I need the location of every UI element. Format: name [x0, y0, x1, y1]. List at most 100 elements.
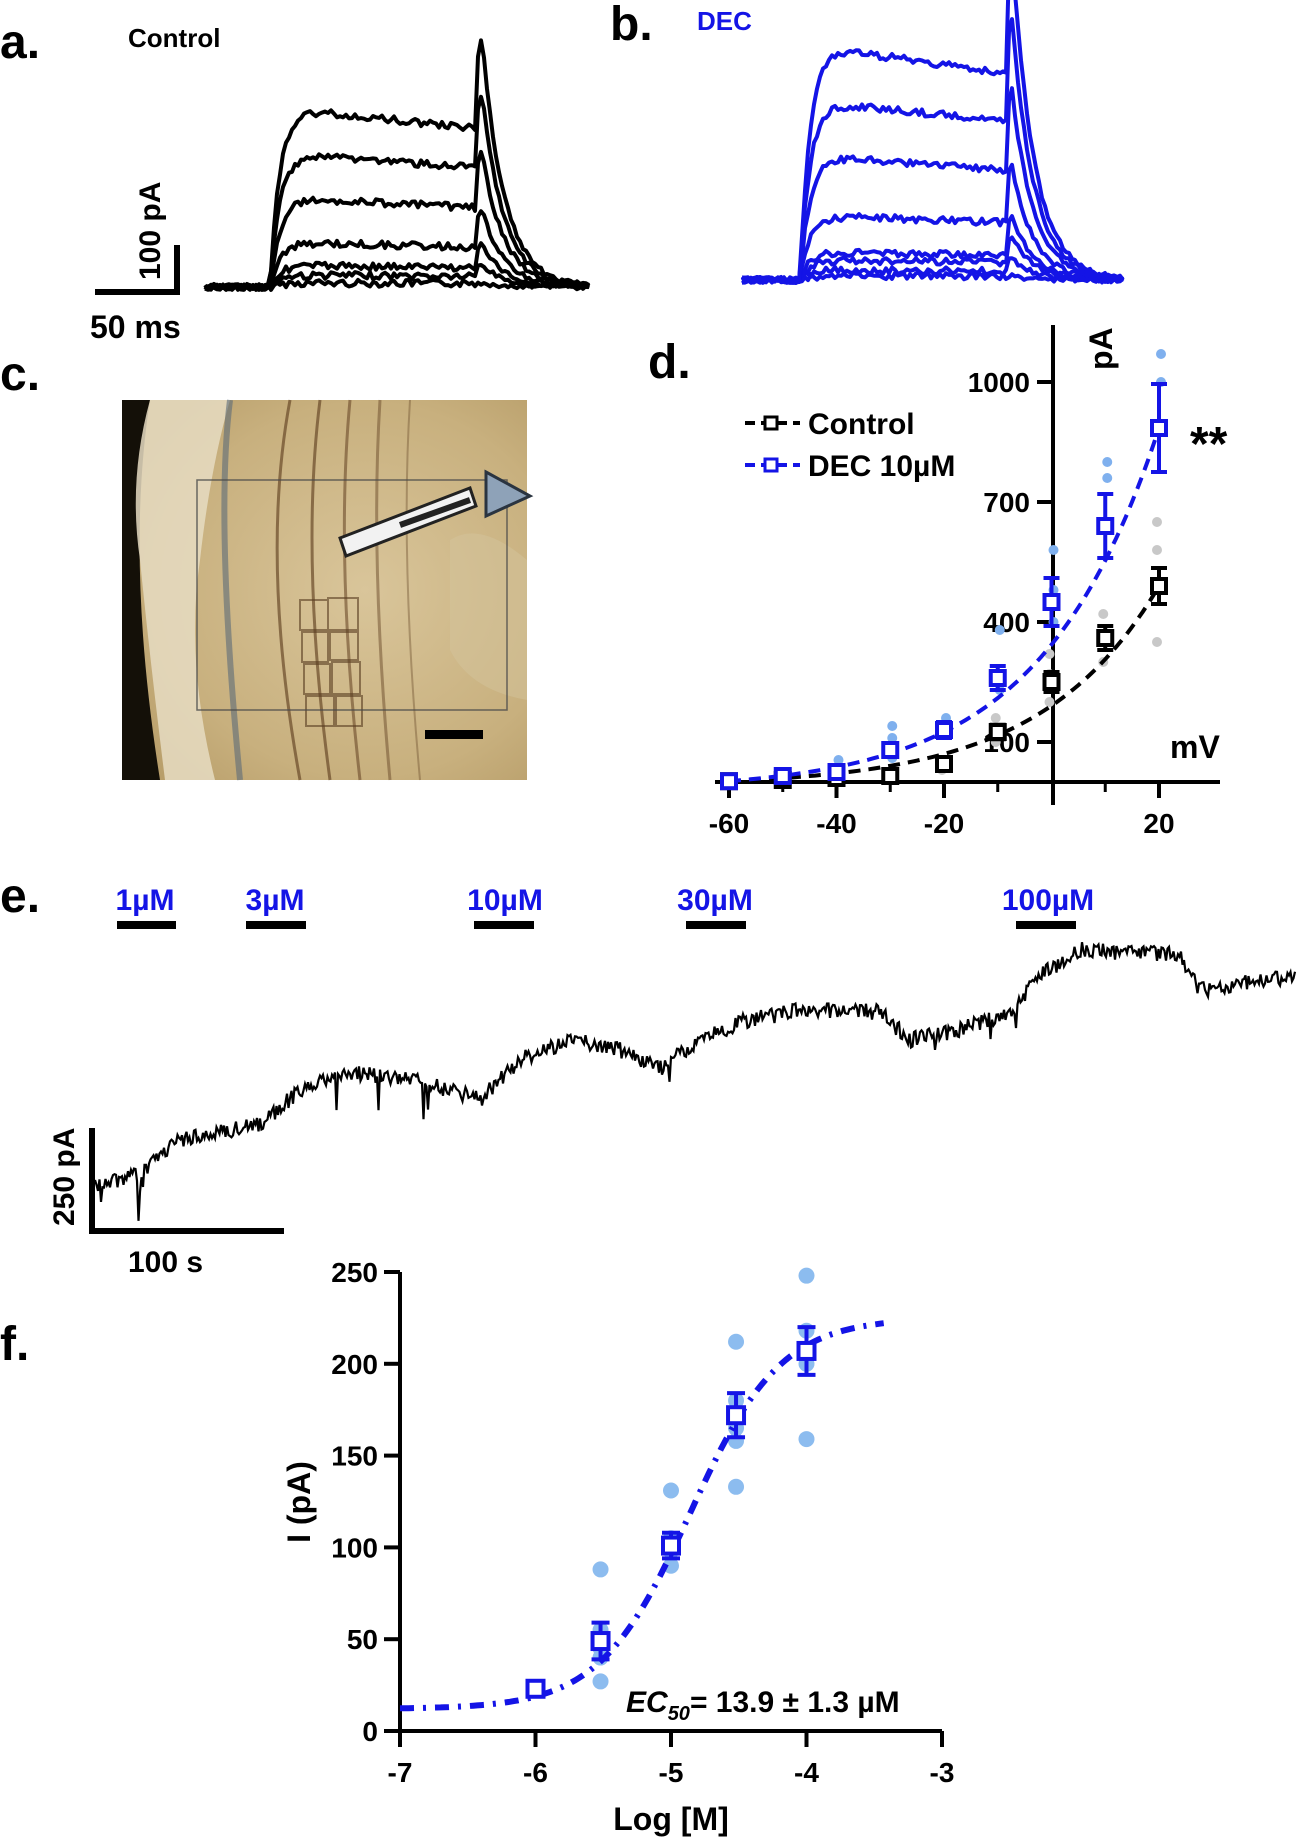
fit-line — [400, 1323, 884, 1708]
raw-point — [728, 1334, 744, 1350]
y-axis-label: pA — [1083, 327, 1119, 370]
current-trace — [742, 19, 1123, 283]
dose-label: 100µM — [1002, 884, 1094, 917]
mean-marker — [528, 1681, 544, 1697]
scalebar-x-label-a: 50 ms — [90, 309, 181, 345]
raw-point — [1045, 697, 1055, 707]
mean-marker — [883, 743, 897, 757]
micrograph — [122, 400, 530, 780]
mean-marker — [1152, 579, 1166, 593]
significance-annotation: ** — [1190, 418, 1228, 471]
panel-a-letter: a. — [0, 16, 40, 69]
scalebar-y-label-e: 250 pA — [48, 1128, 81, 1226]
x-axis-label: mV — [1170, 729, 1220, 765]
panel-f-letter: f. — [0, 1318, 29, 1371]
panel-c-letter: c. — [0, 348, 40, 401]
panel-f: f. -7 -6 -5 -4 -3 0 50 100 150 200 250 Log [M] I (pA… — [0, 1257, 954, 1837]
legend-label: DEC 10µM — [808, 450, 955, 483]
raw-point — [799, 1431, 815, 1447]
x-tick-label: -3 — [930, 1757, 955, 1788]
ec50-label: EC — [626, 1686, 669, 1719]
panel-e-letter: e. — [0, 870, 40, 923]
y-axis-label: I (pA) — [281, 1461, 317, 1543]
panel-b: b. DEC — [610, 0, 1123, 283]
y-tick-label: 1000 — [968, 367, 1030, 398]
panel-e: e. 1µM 3µM 10µM 30µM 100µM 250 pA 100 s — [0, 870, 1295, 1279]
mean-marker — [937, 757, 951, 771]
x-tick-label: 20 — [1143, 808, 1174, 839]
panel-a-title: Control — [128, 23, 220, 53]
panel-a: a. Control 100 pA 50 ms — [0, 16, 589, 345]
x-tick-label: -20 — [924, 808, 964, 839]
y-tick-label: 100 — [331, 1532, 378, 1563]
raw-point — [1098, 609, 1108, 619]
dose-response-chart: -7 -6 -5 -4 -3 0 50 100 150 200 250 Log [M] I (pA) — [281, 1257, 954, 1837]
x-tick-label: -40 — [816, 808, 856, 839]
y-tick-label: 50 — [347, 1624, 378, 1655]
raw-point — [593, 1561, 609, 1577]
raw-point — [1152, 545, 1162, 555]
x-tick-label: -4 — [794, 1757, 819, 1788]
panel-c: c. — [0, 348, 530, 780]
y-tick-label: 700 — [983, 487, 1030, 518]
y-tick-label: 200 — [331, 1349, 378, 1380]
scalebar-x-label-e: 100 s — [128, 1246, 203, 1279]
y-tick-label: 150 — [331, 1441, 378, 1472]
dose-label: 10µM — [467, 884, 543, 917]
mean-marker — [883, 769, 897, 783]
current-trace — [205, 40, 589, 289]
mean-marker — [593, 1633, 609, 1649]
ec50-subscript: 50 — [668, 1703, 690, 1725]
mean-marker — [1045, 675, 1059, 689]
legend-marker — [765, 417, 777, 429]
fit-line — [729, 586, 1159, 781]
mean-marker — [663, 1538, 679, 1554]
panel-d: d. -60 -40 -20 201004007001000pAmVControlDE… — [648, 325, 1228, 839]
x-tick-label: -6 — [523, 1757, 548, 1788]
mean-marker — [991, 725, 1005, 739]
raw-point — [1102, 457, 1112, 467]
dose-label: 30µM — [677, 884, 753, 917]
raw-point — [887, 721, 897, 731]
ec50-annotation: EC50= 13.9 ± 1.3 µM — [626, 1686, 900, 1725]
traces-dec — [742, 0, 1123, 283]
y-tick-label: 400 — [983, 607, 1030, 638]
y-tick-label: 0 — [362, 1716, 378, 1747]
current-trace — [742, 0, 1123, 283]
dose-label: 3µM — [246, 884, 305, 917]
dose-label: 1µM — [116, 884, 175, 917]
legend-label: Control — [808, 408, 915, 441]
raw-point — [1152, 517, 1162, 527]
raw-point — [728, 1479, 744, 1495]
raw-point — [991, 713, 1001, 723]
mean-marker — [830, 765, 844, 779]
mean-marker — [1098, 631, 1112, 645]
mean-marker — [1098, 519, 1112, 533]
raw-point — [663, 1482, 679, 1498]
y-tick-label: 250 — [331, 1257, 378, 1288]
raw-point — [995, 625, 1005, 635]
current-trace — [95, 942, 1295, 1221]
raw-point — [593, 1673, 609, 1689]
mean-marker — [776, 769, 790, 783]
raw-point — [1156, 349, 1166, 359]
scalebar-y-label-a: 100 pA — [134, 182, 167, 280]
x-axis-label: Log [M] — [613, 1801, 729, 1837]
dose-bars: 1µM 3µM 10µM 30µM 100µM — [116, 884, 1095, 925]
x-tick-label: -7 — [388, 1757, 413, 1788]
raw-point — [799, 1268, 815, 1284]
panel-b-title: DEC — [697, 6, 752, 36]
continuous-trace — [95, 942, 1295, 1221]
traces-control — [205, 40, 589, 290]
mean-marker — [722, 774, 736, 788]
x-tick-label: -5 — [659, 1757, 684, 1788]
legend-marker — [765, 459, 777, 471]
panel-b-letter: b. — [610, 0, 653, 51]
ec50-value: = 13.9 ± 1.3 µM — [690, 1686, 900, 1719]
mean-marker — [728, 1407, 744, 1423]
raw-point — [1102, 473, 1112, 483]
raw-point — [1049, 545, 1059, 555]
x-tick-label: -60 — [709, 808, 749, 839]
